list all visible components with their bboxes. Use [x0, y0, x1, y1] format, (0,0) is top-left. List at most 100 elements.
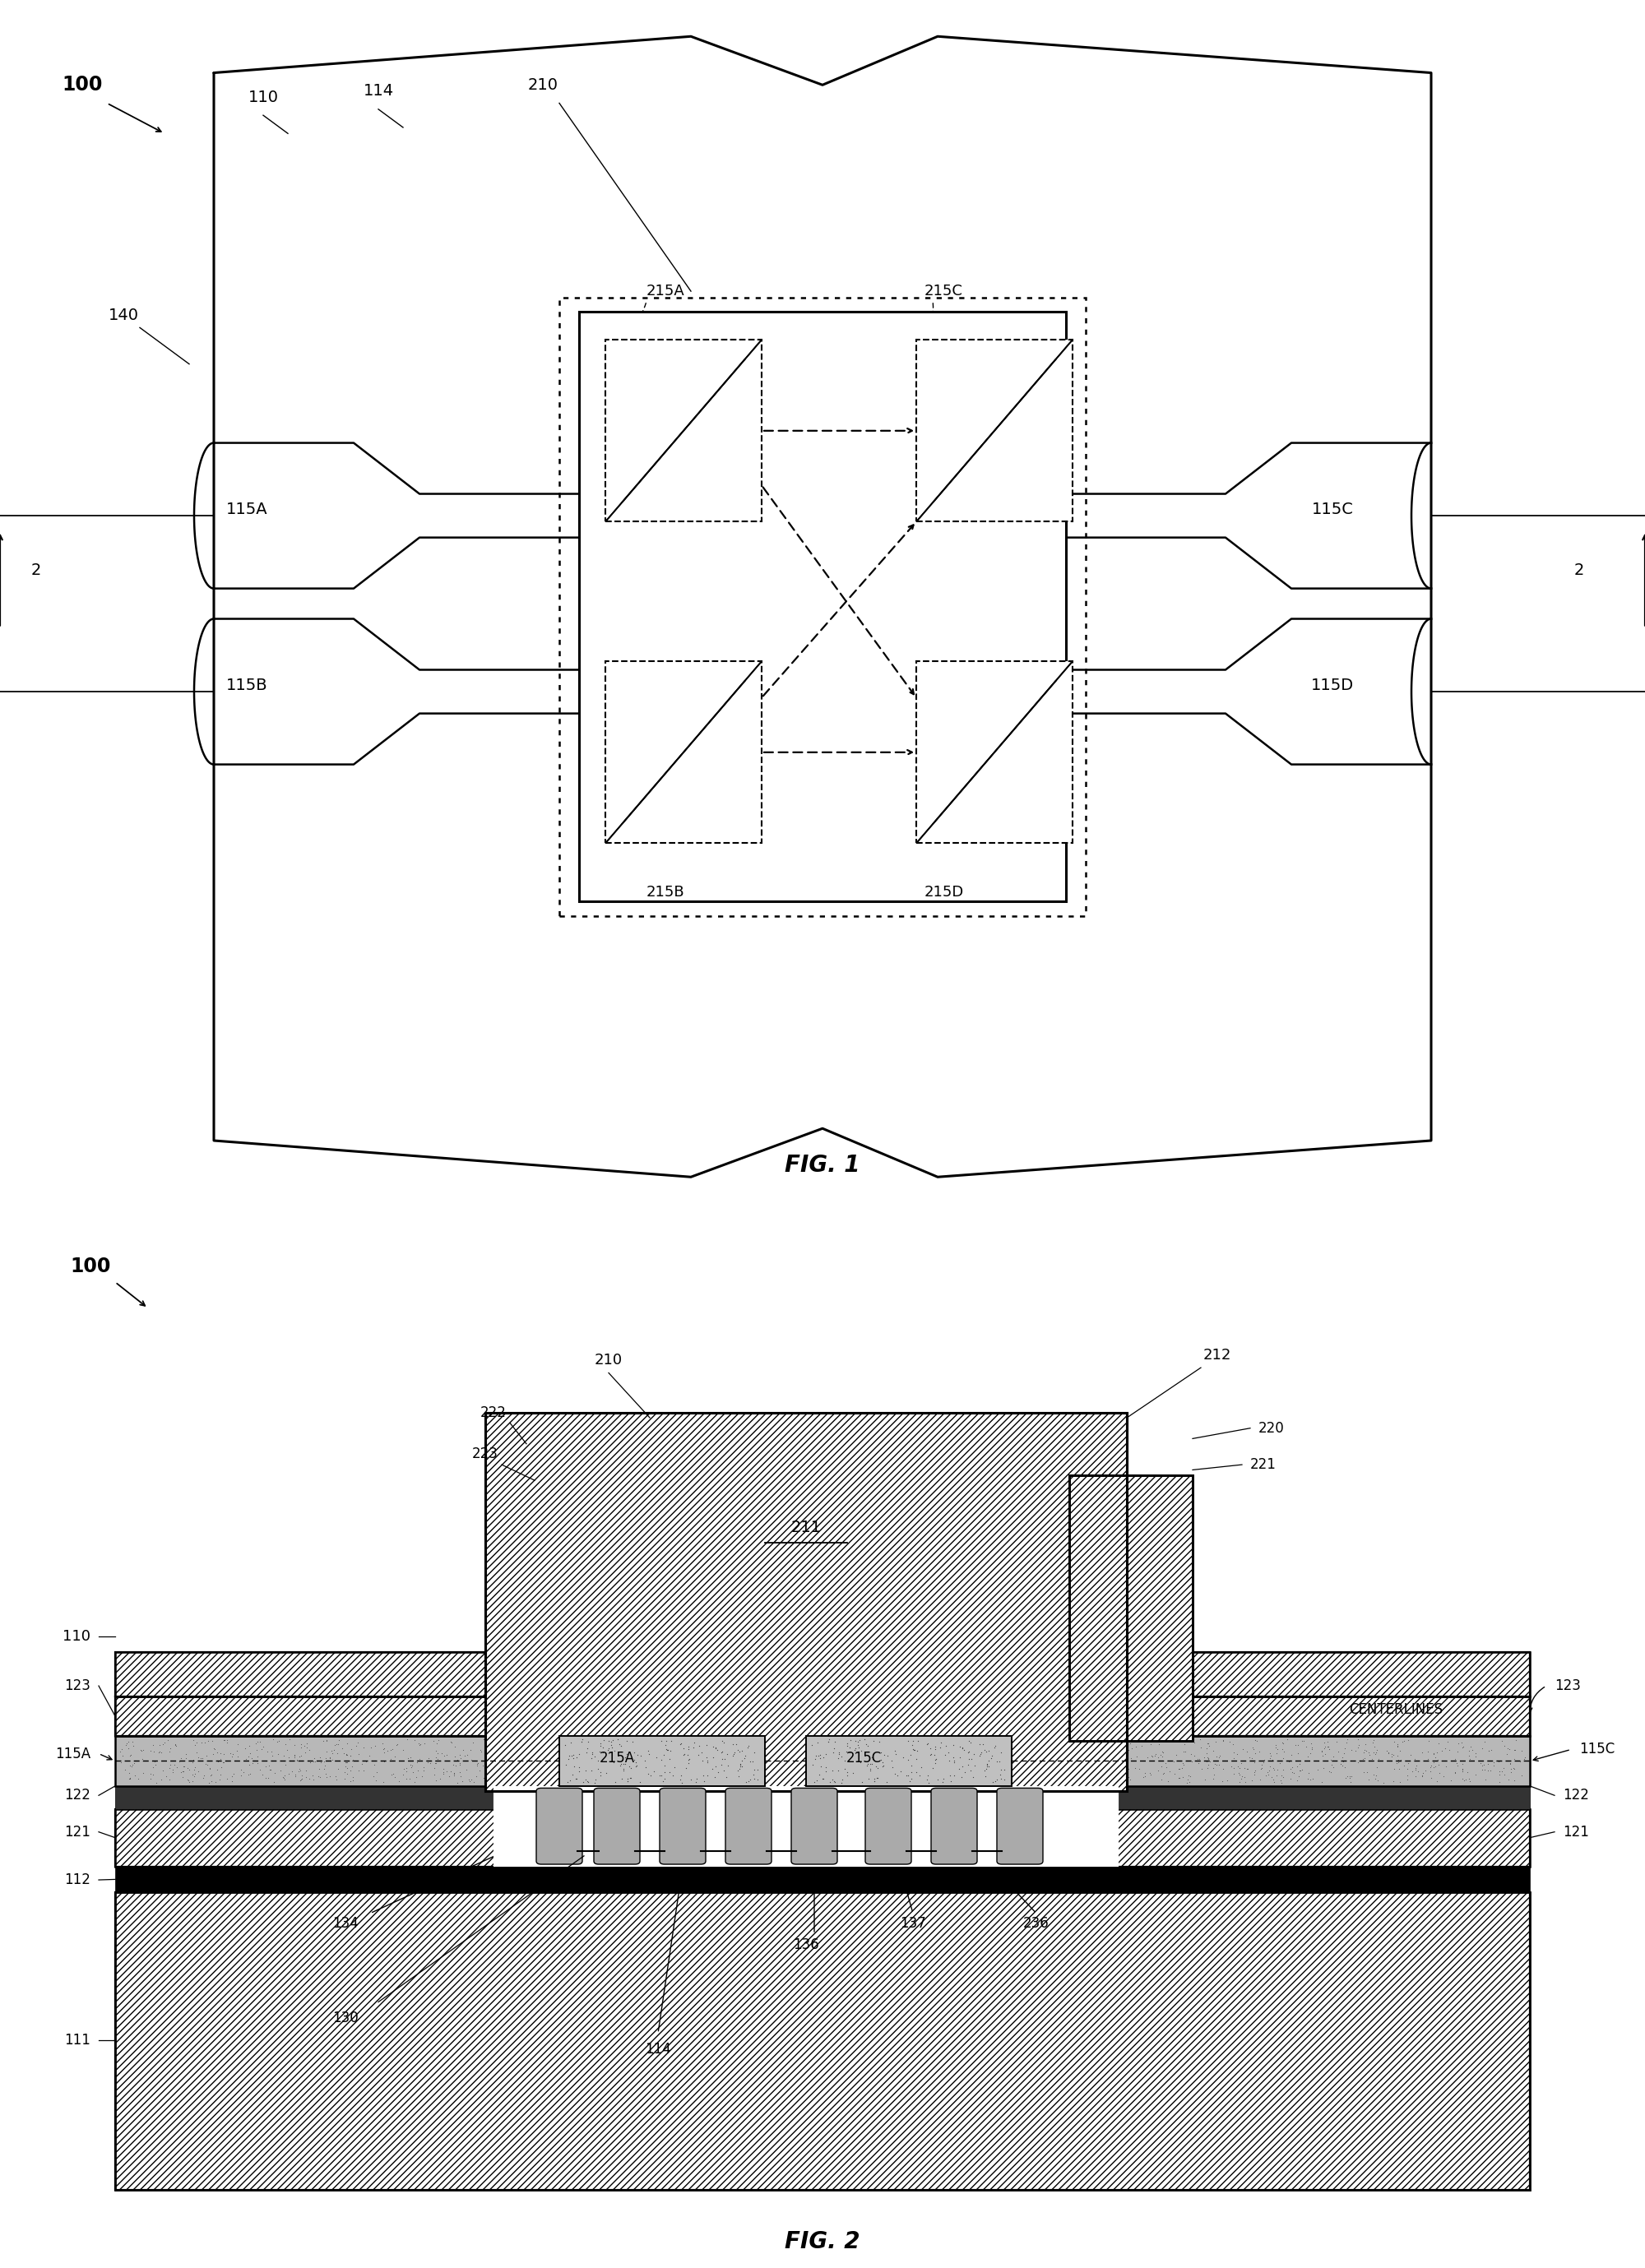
Point: [834, 1746, 860, 1783]
Point: [804, 1737, 831, 1774]
Point: [905, 1721, 931, 1758]
Point: [1091, 1760, 1117, 1796]
Point: [721, 1760, 747, 1796]
Point: [1152, 1744, 1178, 1780]
Point: [670, 1735, 696, 1771]
Point: [688, 1746, 714, 1783]
Point: [799, 1726, 826, 1762]
Point: [362, 1728, 388, 1765]
Point: [1089, 1737, 1115, 1774]
Point: [1416, 1749, 1443, 1785]
Point: [915, 1726, 941, 1762]
Point: [115, 1724, 141, 1760]
Point: [589, 1740, 615, 1776]
Point: [235, 1740, 262, 1776]
Point: [1137, 1755, 1163, 1792]
Point: [489, 1746, 515, 1783]
Point: [941, 1726, 967, 1762]
Point: [928, 1744, 954, 1780]
Point: [1171, 1726, 1198, 1762]
Point: [306, 1751, 332, 1787]
Point: [928, 1730, 954, 1767]
Point: [281, 1758, 308, 1794]
Point: [1421, 1740, 1448, 1776]
Point: [658, 1721, 684, 1758]
Point: [890, 1762, 916, 1799]
Point: [497, 1746, 523, 1783]
Point: [1500, 1749, 1527, 1785]
Point: [846, 1737, 872, 1774]
Point: [646, 1758, 673, 1794]
Point: [957, 1724, 984, 1760]
Point: [671, 1737, 697, 1774]
Point: [436, 1742, 462, 1778]
Point: [727, 1749, 753, 1785]
Point: [507, 1744, 533, 1780]
Point: [262, 1765, 288, 1801]
Point: [1431, 1730, 1457, 1767]
Point: [676, 1760, 702, 1796]
Point: [337, 1737, 364, 1774]
Point: [1202, 1724, 1229, 1760]
Point: [691, 1762, 717, 1799]
Point: [1257, 1735, 1283, 1771]
Point: [1379, 1740, 1405, 1776]
Point: [512, 1744, 538, 1780]
Point: [859, 1740, 885, 1776]
Point: [1038, 1721, 1064, 1758]
Point: [563, 1726, 589, 1762]
Point: [589, 1737, 615, 1774]
Point: [1298, 1730, 1324, 1767]
Point: [571, 1765, 597, 1801]
Point: [535, 1753, 561, 1789]
Point: [1485, 1758, 1512, 1794]
Point: [406, 1726, 433, 1762]
Point: [1379, 1735, 1405, 1771]
Point: [1077, 1751, 1104, 1787]
Point: [829, 1737, 855, 1774]
Point: [1196, 1740, 1222, 1776]
Point: [1339, 1758, 1365, 1794]
Point: [281, 1740, 308, 1776]
Point: [243, 1744, 270, 1780]
Point: [563, 1737, 589, 1774]
Point: [865, 1760, 892, 1796]
Point: [842, 1735, 869, 1771]
Point: [1074, 1721, 1101, 1758]
Point: [484, 1724, 510, 1760]
Point: [553, 1726, 579, 1762]
Point: [564, 1740, 591, 1776]
Point: [873, 1762, 900, 1799]
Point: [360, 1758, 387, 1794]
Point: [156, 1746, 183, 1783]
Point: [837, 1730, 864, 1767]
Point: [447, 1740, 474, 1776]
Point: [966, 1751, 992, 1787]
Point: [1499, 1751, 1525, 1787]
Point: [109, 1744, 135, 1780]
Point: [184, 1740, 211, 1776]
Point: [1281, 1726, 1308, 1762]
Point: [1194, 1726, 1221, 1762]
Point: [1273, 1721, 1300, 1758]
Point: [607, 1746, 633, 1783]
Point: [846, 1730, 872, 1767]
Point: [730, 1749, 757, 1785]
Point: [191, 1724, 217, 1760]
Point: [742, 1737, 768, 1774]
Point: [1456, 1737, 1482, 1774]
Point: [451, 1733, 477, 1769]
Point: [719, 1753, 745, 1789]
Point: [688, 1733, 714, 1769]
Point: [790, 1733, 816, 1769]
Point: [971, 1728, 997, 1765]
Point: [1086, 1760, 1112, 1796]
Point: [286, 1753, 313, 1789]
Point: [370, 1730, 396, 1767]
Point: [120, 1728, 146, 1765]
Point: [1346, 1721, 1372, 1758]
Point: [173, 1735, 199, 1771]
Point: [574, 1765, 600, 1801]
Point: [627, 1740, 653, 1776]
Point: [1260, 1765, 1286, 1801]
